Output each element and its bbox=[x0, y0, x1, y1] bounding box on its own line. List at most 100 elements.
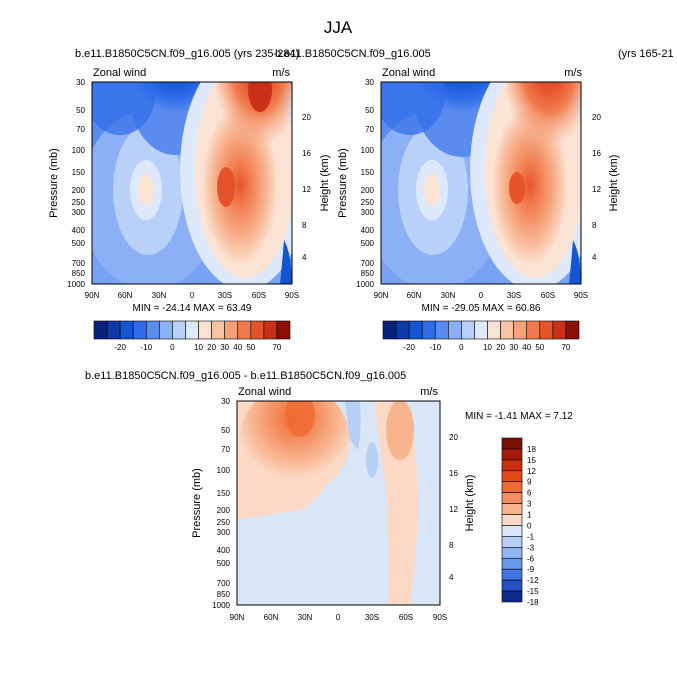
colorbar-swatch bbox=[552, 320, 567, 340]
y-tick-label: 300 bbox=[361, 208, 375, 217]
panel-left-y-label-right: Height (km) bbox=[319, 155, 331, 212]
colorbar-label: -10 bbox=[140, 343, 152, 352]
colorbar-swatch bbox=[501, 590, 523, 603]
y-tick-label: 400 bbox=[72, 226, 86, 235]
panel-diff-x-axis: 90N 60N 30N 0 30S 60S 90S bbox=[230, 613, 447, 622]
colorbar-swatch bbox=[501, 492, 523, 504]
y-tick-label: 70 bbox=[221, 445, 230, 454]
panel-diff-stats: MIN = -1.41 MAX = 7.12 bbox=[465, 411, 573, 422]
colorbar-swatch bbox=[501, 568, 523, 581]
panel-diff-y-axis: 30 50 70 100 150 200 250 300 400 500 700… bbox=[212, 397, 230, 610]
y-tick-label: 30 bbox=[76, 78, 85, 87]
x-tick-label: 30N bbox=[441, 291, 456, 300]
colorbar-label: -20 bbox=[403, 343, 415, 352]
colorbar-label: 70 bbox=[272, 343, 281, 352]
colorbar-swatch bbox=[211, 320, 225, 340]
colorbar-swatch bbox=[526, 320, 541, 340]
panel-left-colorbar: -20 -10 0 10 20 30 40 50 70 bbox=[93, 320, 291, 352]
y-tick-label: 1000 bbox=[212, 601, 230, 610]
colorbar-swatch bbox=[501, 470, 523, 483]
colorbar-swatch bbox=[500, 320, 514, 340]
colorbar-label: 50 bbox=[246, 343, 255, 352]
x-tick-label: 90S bbox=[574, 291, 588, 300]
y-right-tick-label: 4 bbox=[592, 253, 597, 262]
y-right-tick-label: 8 bbox=[592, 221, 597, 230]
y-tick-label: 200 bbox=[217, 506, 231, 515]
panel-left-variable: Zonal wind bbox=[93, 67, 146, 79]
y-tick-label: 700 bbox=[72, 259, 86, 268]
x-tick-label: 90N bbox=[230, 613, 245, 622]
colorbar-label: 0 bbox=[527, 521, 532, 530]
panel-diff-y-label: Pressure (mb) bbox=[191, 468, 203, 538]
y-right-tick-label: 20 bbox=[592, 113, 601, 122]
colorbar-swatch bbox=[501, 503, 523, 515]
x-tick-label: 90N bbox=[374, 291, 389, 300]
colorbar-swatch bbox=[172, 320, 186, 340]
panel-diff-y-label-right: Height (km) bbox=[464, 475, 476, 532]
y-right-tick-label: 16 bbox=[302, 149, 311, 158]
y-tick-label: 700 bbox=[217, 579, 231, 588]
colorbar-label: -3 bbox=[527, 543, 535, 552]
y-right-tick-label: 4 bbox=[302, 253, 307, 262]
colorbar-swatch bbox=[145, 320, 160, 340]
colorbar-swatch bbox=[501, 437, 523, 450]
colorbar-swatch bbox=[448, 320, 462, 340]
panel-diff-colorbar: 18 15 12 9 6 3 10 -1 -3 -6 -9 -12 -15 -18 bbox=[501, 437, 539, 607]
y-tick-label: 200 bbox=[361, 186, 375, 195]
x-tick-label: 30N bbox=[298, 613, 313, 622]
panel-left-y-label: Pressure (mb) bbox=[48, 148, 60, 218]
colorbar-swatch bbox=[237, 320, 252, 340]
colorbar-label: -6 bbox=[527, 554, 535, 563]
y-tick-label: 400 bbox=[217, 546, 231, 555]
y-right-tick-label: 16 bbox=[449, 469, 458, 478]
x-tick-label: 60S bbox=[399, 613, 413, 622]
y-tick-label: 50 bbox=[221, 426, 230, 435]
panel-right-contour-field bbox=[381, 82, 581, 284]
colorbar-swatch bbox=[250, 320, 265, 340]
colorbar-label: 70 bbox=[561, 343, 570, 352]
colorbar-swatch bbox=[565, 320, 580, 340]
colorbar-label: 50 bbox=[535, 343, 544, 352]
colorbar-swatch bbox=[434, 320, 449, 340]
colorbar-swatch bbox=[132, 320, 147, 340]
colorbar-swatch bbox=[224, 320, 239, 340]
colorbar-label: 20 bbox=[207, 343, 216, 352]
x-tick-label: 60N bbox=[264, 613, 279, 622]
y-tick-label: 1000 bbox=[67, 280, 85, 289]
panel-right-stats: MIN = -29.05 MAX = 60.86 bbox=[422, 303, 541, 314]
y-tick-label: 500 bbox=[72, 239, 86, 248]
colorbar-swatch bbox=[487, 320, 501, 340]
y-tick-label: 1000 bbox=[356, 280, 374, 289]
colorbar-label: -10 bbox=[429, 343, 441, 352]
y-tick-label: 100 bbox=[217, 466, 231, 475]
colorbar-swatch bbox=[159, 320, 173, 340]
colorbar-swatch bbox=[276, 320, 291, 340]
y-tick-label: 150 bbox=[72, 168, 86, 177]
figure-title: JJA bbox=[324, 18, 353, 37]
y-tick-label: 850 bbox=[217, 590, 231, 599]
colorbar-label: 1 bbox=[527, 511, 532, 520]
y-tick-label: 700 bbox=[361, 259, 375, 268]
panel-left-contour-field bbox=[92, 82, 292, 284]
panel-left-y-axis: 30 50 70 100 150 200 250 300 400 500 700… bbox=[67, 78, 85, 289]
x-tick-label: 60N bbox=[407, 291, 422, 300]
colorbar-swatch bbox=[382, 320, 397, 340]
y-right-tick-label: 12 bbox=[592, 185, 601, 194]
y-tick-label: 50 bbox=[76, 106, 85, 115]
colorbar-swatch bbox=[198, 320, 212, 340]
colorbar-swatch bbox=[501, 525, 523, 537]
y-tick-label: 70 bbox=[76, 125, 85, 134]
x-tick-label: 30N bbox=[152, 291, 167, 300]
y-tick-label: 500 bbox=[217, 559, 231, 568]
colorbar-swatch bbox=[539, 320, 554, 340]
x-tick-label: 60S bbox=[252, 291, 266, 300]
panel-right-y-axis-right: 20 16 12 8 4 bbox=[592, 113, 601, 262]
colorbar-swatch bbox=[421, 320, 436, 340]
y-right-tick-label: 8 bbox=[302, 221, 307, 230]
y-tick-label: 250 bbox=[217, 518, 231, 527]
panel-diff-y-axis-right: 20 16 12 8 4 bbox=[449, 433, 458, 582]
y-right-tick-label: 16 bbox=[592, 149, 601, 158]
panel-right-variable: Zonal wind bbox=[382, 67, 435, 79]
y-tick-label: 400 bbox=[361, 226, 375, 235]
panel-diff-variable: Zonal wind bbox=[238, 386, 291, 398]
